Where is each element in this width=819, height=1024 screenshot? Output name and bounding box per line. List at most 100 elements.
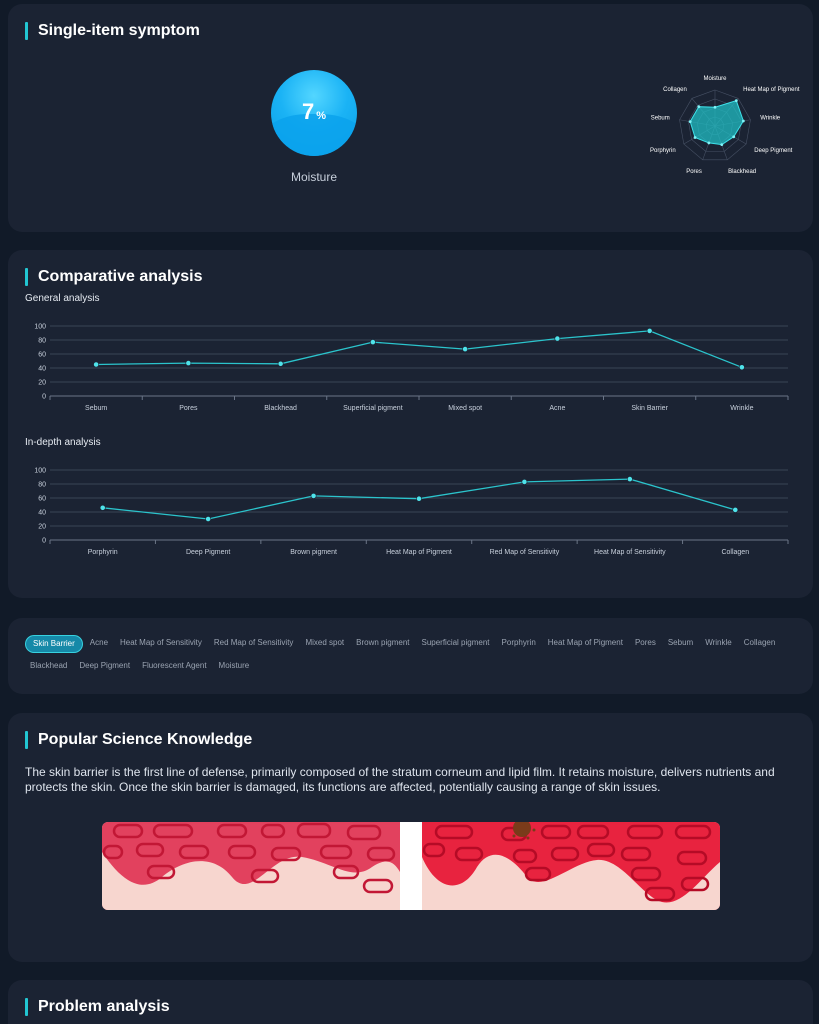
comparative-title: Comparative analysis — [38, 268, 203, 285]
radar-label: Deep Pigment — [754, 148, 792, 154]
data-point — [554, 335, 561, 342]
tab-acne[interactable]: Acne — [89, 638, 109, 647]
bacteria-icon — [512, 822, 536, 840]
x-tick-label: Heat Map of Sensitivity — [594, 549, 666, 556]
series-line — [96, 330, 743, 368]
data-point — [646, 327, 653, 334]
tab-mixed-spot[interactable]: Mixed spot — [305, 638, 345, 647]
problem-header: Problem analysis — [25, 998, 170, 1016]
moisture-value: 7% — [271, 99, 357, 125]
tab-pores[interactable]: Pores — [634, 638, 656, 647]
healthy-tissue — [102, 852, 400, 910]
data-point — [521, 478, 528, 485]
radar-area — [689, 100, 744, 146]
y-tick-label: 60 — [38, 496, 46, 503]
y-tick-label: 40 — [38, 366, 46, 373]
y-tick-label: 60 — [38, 352, 46, 359]
tab-heat-map-of-pigment[interactable]: Heat Map of Pigment — [547, 638, 623, 647]
data-point — [732, 507, 739, 513]
radar-point — [732, 135, 736, 139]
tab-wrinkle[interactable]: Wrinkle — [705, 638, 732, 647]
data-point — [185, 360, 192, 366]
radar-label: Blackhead — [728, 169, 756, 175]
science-card: Popular Science Knowledge The skin barri… — [8, 713, 813, 962]
title-accent-bar — [25, 268, 28, 286]
tab-fluorescent-agent[interactable]: Fluorescent Agent — [142, 661, 207, 670]
data-point — [277, 360, 284, 367]
x-tick-label: Pores — [179, 405, 198, 412]
radar-point — [734, 99, 738, 103]
healthy-cells — [102, 822, 396, 894]
radar-label: Pores — [686, 169, 702, 175]
tab-collagen[interactable]: Collagen — [743, 638, 776, 647]
data-point — [310, 492, 317, 499]
title-accent-bar — [25, 731, 28, 749]
tab-blackhead[interactable]: Blackhead — [30, 661, 68, 670]
x-tick-label: Collagen — [721, 549, 749, 556]
indepth-analysis-chart: 0 20 40 60 80 100 Porphyrin Deep Pigment Brown p… — [34, 468, 789, 556]
x-tick-label: Porphyrin — [88, 549, 118, 556]
x-tick-label: Mixed spot — [448, 405, 482, 412]
x-tick-label: Acne — [549, 405, 565, 412]
skin-barrier-illustration — [102, 822, 720, 910]
radar-point — [697, 105, 701, 109]
radar-point — [741, 119, 745, 123]
title-accent-bar — [25, 22, 28, 40]
x-tick-label: Superficial pigment — [343, 405, 403, 412]
y-tick-label: 0 — [42, 538, 46, 545]
category-tabs: Skin Barrier Acne Heat Map of Sensitivity R… — [25, 635, 805, 674]
x-tick-label: Brown pigment — [290, 549, 337, 556]
x-tick-label: Blackhead — [264, 405, 297, 412]
science-paragraph: The skin barrier is the first line of de… — [25, 765, 775, 794]
radar-label: Porphyrin — [650, 148, 676, 154]
science-title: Popular Science Knowledge — [38, 731, 253, 748]
radar-chart: Moisture Heat Map of Pigment Wrinkle Deep P… — [650, 76, 800, 175]
moisture-wave — [271, 114, 357, 156]
y-tick-label: 80 — [38, 482, 46, 489]
x-tick-label: Sebum — [85, 405, 107, 412]
y-tick-label: 100 — [34, 324, 46, 331]
y-tick-label: 0 — [42, 394, 46, 401]
y-tick-label: 80 — [38, 338, 46, 345]
tab-red-map-of-sensitivity[interactable]: Red Map of Sensitivity — [213, 638, 294, 647]
x-tick-label: Wrinkle — [730, 405, 753, 412]
damaged-cells — [422, 824, 712, 902]
data-point — [205, 516, 212, 522]
data-point — [99, 504, 106, 511]
y-tick-label: 40 — [38, 510, 46, 517]
tab-deep-pigment[interactable]: Deep Pigment — [79, 661, 131, 670]
radar-point — [688, 120, 692, 124]
symptom-card: Single-item symptom 7% Moisture Moisture… — [8, 4, 813, 232]
x-tick-label: Red Map of Sensitivity — [490, 549, 560, 556]
y-tick-label: 20 — [38, 524, 46, 531]
x-tick-label: Heat Map of Pigment — [386, 549, 452, 556]
data-point — [462, 346, 469, 352]
data-point — [738, 364, 745, 371]
tab-superficial-pigment[interactable]: Superficial pigment — [421, 638, 490, 647]
moisture-unit: % — [316, 110, 327, 122]
x-tick-label: Deep Pigment — [186, 549, 230, 556]
tab-moisture[interactable]: Moisture — [218, 661, 250, 670]
moisture-number: 7 — [301, 99, 315, 124]
x-tick-label: Skin Barrier — [631, 405, 668, 412]
radar-point — [707, 141, 711, 145]
radar-label: Heat Map of Pigment — [743, 87, 800, 93]
comparative-header: Comparative analysis — [25, 268, 203, 286]
tab-brown-pigment[interactable]: Brown pigment — [356, 638, 410, 647]
symptom-title: Single-item symptom — [38, 22, 200, 39]
tab-heat-map-of-sensitivity[interactable]: Heat Map of Sensitivity — [120, 638, 202, 647]
y-tick-label: 20 — [38, 380, 46, 387]
data-point — [416, 495, 422, 502]
problem-card: Problem analysis — [8, 980, 813, 1024]
tab-sebum[interactable]: Sebum — [667, 638, 694, 647]
tab-porphyrin[interactable]: Porphyrin — [501, 638, 536, 647]
comparative-card: Comparative analysis General analysis 0 2… — [8, 250, 813, 598]
radar-point — [713, 105, 717, 109]
general-analysis-chart: 0 20 40 60 80 100 Sebum Pores Blackhead Superfici… — [34, 324, 789, 412]
data-point — [626, 476, 633, 482]
radar-label: Sebum — [651, 116, 670, 122]
radar-ring — [679, 89, 751, 161]
tab-skin-barrier[interactable]: Skin Barrier — [25, 635, 83, 653]
radar-label: Collagen — [663, 87, 687, 93]
data-point — [93, 361, 100, 368]
